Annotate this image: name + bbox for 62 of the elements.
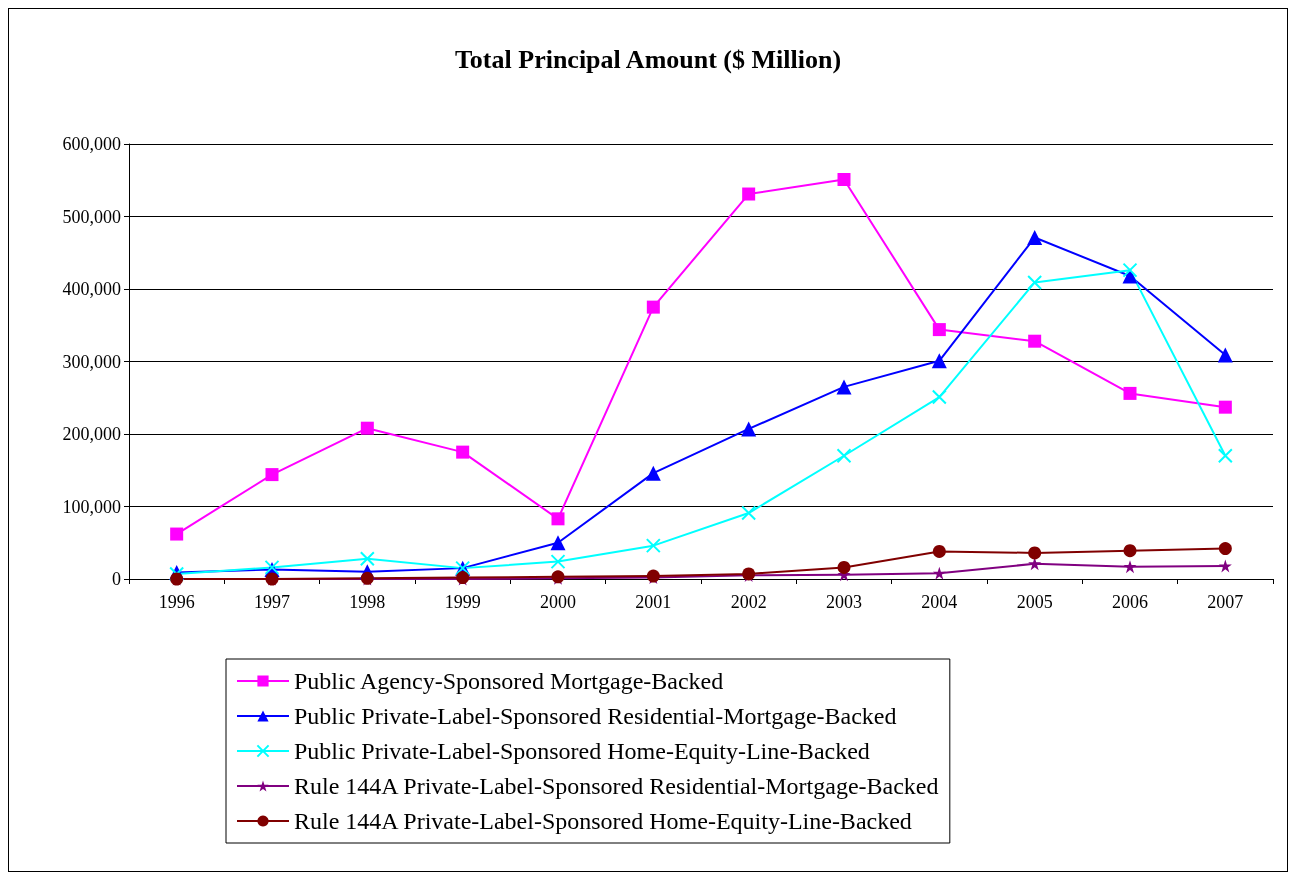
x-tick-label: 1997 [254,592,290,612]
x-tick-label: 2005 [1016,592,1053,612]
point [645,538,661,554]
point [1027,230,1043,246]
legend-label: Rule 144A Private-Label-Sponsored Residential-Mortgage-Backed [294,773,939,799]
point [931,389,947,405]
y-tick-label: 100,000 [62,496,121,517]
x-tick-label: 2002 [730,592,767,612]
x-tick-label: 1998 [349,592,386,612]
legend-label: Public Agency-Sponsored Mortgage-Backed [294,668,724,694]
point [932,323,946,337]
x-tick-label: 2004 [921,592,958,612]
point [1122,262,1138,278]
point [265,468,279,482]
x-tick-label: 1996 [158,592,195,612]
point [170,527,184,541]
y-tick-label: 0 [112,569,121,589]
y-tick-label: 300,000 [62,351,121,372]
point [741,505,757,521]
point [1218,559,1232,573]
y-tick-label: 600,000 [62,134,121,154]
point [932,566,946,580]
point [1218,542,1232,556]
point [1028,557,1042,571]
y-tick-label: 500,000 [62,206,121,227]
point [1217,448,1233,464]
x-tick-label: 2001 [635,592,672,612]
point [1027,274,1043,290]
point [742,187,756,201]
point [360,421,374,435]
point [1028,546,1042,560]
point [837,173,851,187]
point [551,512,565,526]
x-tick-label: 2000 [540,592,576,612]
point [836,379,852,395]
x-tick-label: 2003 [826,592,862,612]
legend-label: Rule 144A Private-Label-Sponsored Home-Equity-Line-Backed [294,808,912,834]
x-tick-label: 2006 [1112,592,1148,612]
point [1218,400,1232,414]
point [456,445,470,459]
point [932,544,946,558]
point [1028,334,1042,348]
point [1123,560,1137,574]
legend-label: Public Private-Label-Sponsored Home-Equity-Line-Backed [294,738,870,764]
point [836,448,852,464]
point [741,421,757,437]
point [646,300,660,314]
legend-label: Public Private-Label-Sponsored Residential-Mortgage-Backed [294,703,897,729]
point [550,554,566,570]
point [1217,347,1233,363]
y-tick-label: 400,000 [62,279,121,299]
x-tick-label: 1999 [444,592,481,612]
y-tick-label: 200,000 [62,424,121,444]
point [359,551,375,567]
point [837,560,851,574]
chart-title: Total Principal Amount ($ Million) [454,44,842,74]
point [931,353,947,369]
point [1123,386,1137,400]
point [1123,544,1137,558]
x-tick-label: 2007 [1207,592,1244,612]
point [645,465,661,481]
point [550,535,566,551]
